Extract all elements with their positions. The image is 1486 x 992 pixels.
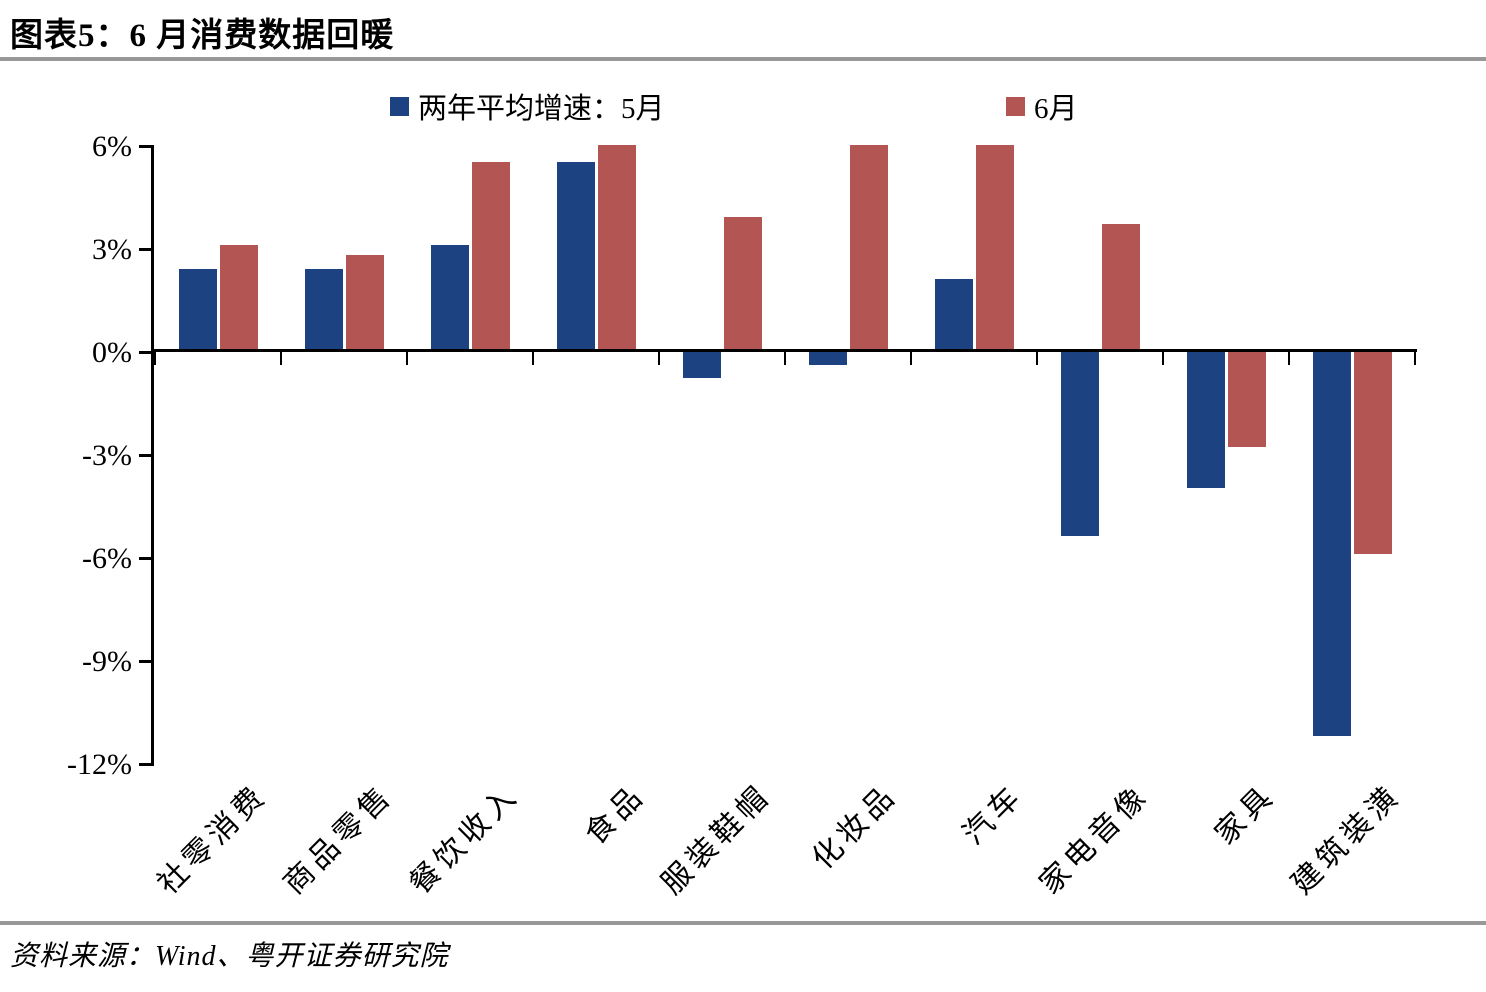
bar-june bbox=[471, 162, 510, 351]
x-axis-tick bbox=[406, 349, 408, 365]
x-axis-tick bbox=[532, 349, 534, 365]
bar-may bbox=[178, 268, 217, 351]
legend-label-june: 6月 bbox=[1034, 93, 1078, 125]
bar-june bbox=[975, 145, 1014, 351]
x-axis-category-label: 家具 bbox=[1208, 778, 1282, 852]
bar-may bbox=[430, 244, 469, 351]
x-axis-category-label: 食品 bbox=[578, 778, 652, 852]
bar-may bbox=[808, 351, 847, 365]
x-axis-category-label: 服装鞋帽 bbox=[655, 778, 778, 901]
x-axis-category-label: 汽车 bbox=[956, 778, 1030, 852]
y-axis-tick bbox=[139, 660, 151, 663]
bar-june bbox=[1353, 351, 1392, 554]
y-axis-tick-label: 3% bbox=[92, 233, 132, 266]
y-axis-tick bbox=[139, 351, 151, 354]
x-axis-tick bbox=[1036, 349, 1038, 365]
x-axis-tick bbox=[910, 349, 912, 365]
bar-may bbox=[934, 278, 973, 351]
y-axis-tick-label: -9% bbox=[82, 645, 132, 678]
y-axis-tick-label: 0% bbox=[92, 336, 132, 369]
x-axis-tick bbox=[1414, 349, 1416, 365]
bar-may bbox=[304, 268, 343, 351]
x-axis-tick bbox=[1288, 349, 1290, 365]
bar-may bbox=[1186, 351, 1225, 489]
x-axis-category-label: 商品零售 bbox=[277, 778, 400, 901]
legend-item-may: 两年平均增速：5月 bbox=[390, 85, 665, 127]
x-axis-category-label: 家电音像 bbox=[1033, 778, 1156, 901]
bar-june bbox=[1227, 351, 1266, 448]
source-note: 资料来源：Wind、粤开证券研究院 bbox=[10, 941, 449, 972]
x-axis-tick bbox=[658, 349, 660, 365]
legend-label-may: 两年平均增速：5月 bbox=[418, 93, 665, 125]
y-axis-tick bbox=[139, 145, 151, 148]
x-axis-category-label: 化妆品 bbox=[806, 778, 904, 876]
bar-june bbox=[597, 145, 636, 351]
y-axis-tick bbox=[139, 763, 151, 766]
y-axis-tick-label: -3% bbox=[82, 439, 132, 472]
bar-june bbox=[849, 145, 888, 351]
x-axis-category-label: 社零消费 bbox=[151, 778, 274, 901]
bar-may bbox=[556, 162, 595, 351]
y-axis-tick bbox=[139, 454, 151, 457]
y-axis-tick-label: 6% bbox=[92, 130, 132, 163]
legend-swatch-may-icon bbox=[390, 96, 409, 116]
x-axis-tick bbox=[784, 349, 786, 365]
legend-swatch-june-icon bbox=[1006, 96, 1025, 116]
y-axis-tick bbox=[139, 557, 151, 560]
x-axis-tick bbox=[280, 349, 282, 365]
bar-june bbox=[219, 244, 258, 351]
title-divider bbox=[0, 57, 1486, 61]
bar-may bbox=[682, 351, 721, 379]
x-axis-category-label: 建筑装潢 bbox=[1285, 778, 1408, 901]
x-axis-category-label: 餐饮收入 bbox=[403, 778, 526, 901]
x-axis-tick bbox=[154, 349, 156, 365]
legend-item-june: 6月 bbox=[1006, 85, 1078, 127]
footer-divider bbox=[0, 921, 1486, 925]
bar-june bbox=[723, 217, 762, 351]
chart-title: 图表5：6 月消费数据回暖 bbox=[10, 18, 395, 54]
y-axis-tick-label: -6% bbox=[82, 542, 132, 575]
bar-may bbox=[1060, 351, 1099, 537]
y-axis-tick-label: -12% bbox=[67, 748, 132, 781]
y-axis-tick bbox=[139, 248, 151, 251]
bar-june bbox=[1101, 223, 1140, 351]
bar-june bbox=[345, 254, 384, 351]
bar-may bbox=[1312, 351, 1351, 736]
y-axis bbox=[151, 145, 154, 766]
x-axis-tick bbox=[1162, 349, 1164, 365]
